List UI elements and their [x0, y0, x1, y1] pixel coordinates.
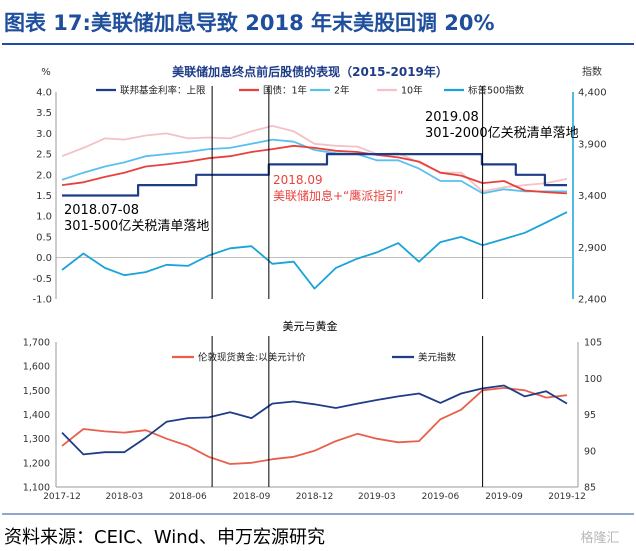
top-series-line [62, 153, 567, 197]
top-legend-label: 2年 [334, 85, 350, 97]
top-left-tick-label: 1.0 [36, 212, 52, 223]
bottom-left-tick-label: 1,400 [23, 410, 50, 421]
bottom-left-tick-label: 1,300 [23, 434, 50, 445]
bottom-right-tick-label: 90 [584, 446, 596, 457]
top-left-tick-label: 3.0 [36, 129, 52, 140]
bottom-left-tick-label: 1,200 [23, 458, 50, 469]
bottom-x-tick-label: 2018-06 [169, 492, 207, 502]
bottom-chart: 1,700 1,600 1,500 1,400 1,300 1,200 1,100 105 10… [23, 336, 602, 502]
top-annotation-line: 美联储加息+“鹰派指引” [273, 188, 404, 203]
top-left-axis-unit: % [41, 67, 51, 78]
top-annotation-line: 301-2000亿关税清单落地 [425, 126, 579, 141]
top-left-tick-label: 0.5 [36, 232, 52, 243]
bottom-left-tick-label: 1,100 [23, 483, 50, 494]
top-left-tick-label: 2.0 [36, 170, 52, 181]
top-right-tick-label: 3,900 [578, 139, 607, 150]
bottom-x-tick-label: 2019-06 [422, 492, 460, 502]
top-left-tick-label: 2.5 [36, 150, 52, 161]
bottom-legend-label: 美元指数 [418, 352, 457, 364]
source-note: 资料来源：CEIC、Wind、申万宏源研究 [4, 527, 325, 548]
top-left-tick-label: 1.5 [36, 191, 52, 202]
top-right-tick-label: 3,400 [578, 191, 607, 202]
top-left-tick-label: 4.0 [36, 88, 52, 99]
bottom-series-line [61, 387, 568, 465]
top-legend-label: 10年 [401, 85, 423, 97]
bottom-x-tick-label: 2019-12 [548, 492, 586, 502]
top-annotation-line: 2018.07-08 [64, 203, 139, 218]
top-annotation-line: 301-500亿关税清单落地 [64, 219, 209, 234]
bottom-right-tick-label: 105 [584, 338, 602, 349]
bottom-left-tick-label: 1,600 [23, 362, 50, 373]
top-right-tick-label: 2,400 [578, 295, 607, 306]
bottom-right-tick-label: 95 [584, 410, 596, 421]
bottom-x-tick-label: 2017-12 [43, 492, 81, 502]
bottom-legend-label: 伦敦现货黄金:以美元计价 [198, 352, 306, 364]
bottom-left-tick-label: 1,500 [23, 386, 50, 397]
bottom-x-tick-label: 2018-12 [296, 492, 334, 502]
bottom-series-line [61, 384, 568, 456]
watermark-text: 格隆汇 [580, 530, 619, 546]
top-left-tick-label: 3.5 [36, 108, 52, 119]
top-chart-title: 美联储加息终点前后股债的表现（2015-2019年） [172, 64, 448, 79]
top-annotation-line: 2019.08 [425, 110, 479, 125]
top-right-tick-label: 4,400 [578, 88, 607, 99]
bottom-left-tick-label: 1,700 [23, 338, 50, 349]
figure-title: 图表 17:美联储加息导致 2018 年末美股回调 20% [4, 11, 495, 35]
top-legend-label: 联邦基金利率：上限 [120, 85, 206, 97]
top-chart: 4.0 3.5 3.0 2.5 2.0 1.5 1.0 0.5 0.0 -0.5 -1.0 4,400… [32, 85, 606, 306]
top-annotation-line: 2018.09 [273, 173, 323, 187]
bottom-x-tick-label: 2018-03 [105, 492, 143, 502]
bottom-x-tick-label: 2019-09 [485, 492, 523, 502]
bottom-right-tick-label: 85 [584, 483, 596, 494]
bottom-right-tick-label: 100 [584, 374, 602, 385]
top-left-tick-label: -0.5 [32, 274, 52, 285]
bottom-chart-title: 美元与黄金 [283, 319, 338, 333]
top-legend-label: 国债：1年 [263, 85, 308, 97]
top-right-axis-unit: 指数 [582, 65, 602, 78]
bottom-x-tick-label: 2018-09 [233, 492, 271, 502]
top-right-tick-label: 2,900 [578, 243, 607, 254]
top-legend-label: 标普500指数 [468, 85, 525, 97]
bottom-x-tick-label: 2019-03 [358, 492, 396, 502]
top-left-tick-label: -1.0 [32, 295, 52, 306]
top-left-tick-label: 0.0 [36, 253, 52, 264]
